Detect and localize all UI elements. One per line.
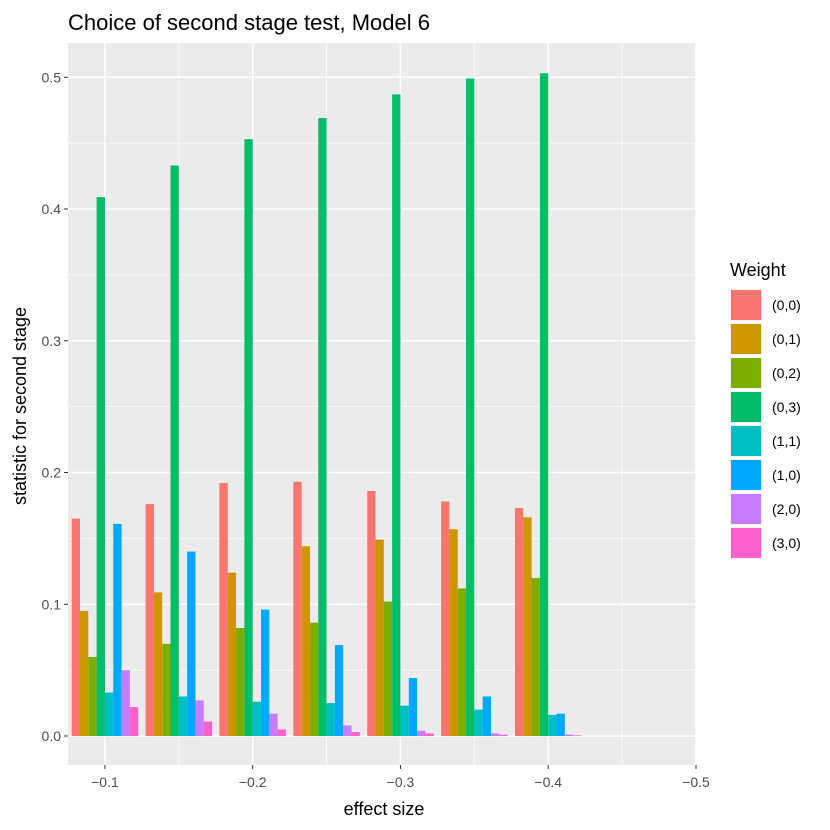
legend-swatch — [731, 426, 761, 456]
bar — [80, 610, 89, 737]
bar — [441, 501, 450, 737]
legend-swatch — [731, 324, 761, 354]
legend-swatch — [731, 392, 761, 422]
legend-swatch — [731, 460, 761, 490]
bar — [318, 118, 327, 737]
bar — [277, 729, 286, 737]
bar — [252, 701, 262, 737]
bar — [153, 592, 163, 737]
bar — [514, 508, 524, 737]
bar — [261, 609, 270, 737]
y-tick-label: 0.1 — [42, 596, 62, 612]
x-tick-label: −0.5 — [682, 774, 710, 790]
legend-label: (1,1) — [772, 433, 801, 449]
legend-label: (0,2) — [772, 365, 801, 381]
bar — [88, 656, 97, 737]
bar — [178, 696, 188, 737]
bar — [244, 139, 253, 737]
y-tick-label: 0.3 — [42, 333, 62, 349]
bar — [490, 733, 500, 737]
legend: Weight (0,0) (0,1) (0,2) (0,3) (1,1) (1,0) (2,… — [730, 260, 801, 559]
bar — [564, 734, 574, 737]
bar — [531, 577, 540, 737]
legend-swatch — [731, 528, 761, 558]
bar — [539, 73, 549, 737]
legend-label: (3,0) — [772, 535, 801, 551]
legend-swatch — [731, 358, 761, 388]
bar — [474, 709, 483, 737]
bar — [309, 622, 319, 737]
bar — [392, 94, 401, 737]
bar — [301, 546, 310, 737]
bar — [482, 696, 491, 737]
legend-label: (0,1) — [772, 331, 801, 347]
bar — [457, 588, 467, 737]
bar — [219, 483, 228, 737]
legend-swatch — [731, 494, 761, 524]
bar — [326, 703, 335, 737]
y-axis-title: statistic for second stage — [10, 307, 30, 505]
x-axis-title: effect size — [344, 799, 425, 819]
bar — [334, 645, 344, 737]
bar — [170, 165, 179, 737]
bar — [236, 627, 245, 737]
y-axis: 0.0 0.1 0.2 0.3 0.4 0.5 — [42, 69, 68, 744]
bar — [269, 713, 278, 737]
legend-label: (0,0) — [772, 297, 801, 313]
x-axis: −0.1 −0.2 −0.3 −0.4 −0.5 — [91, 765, 710, 790]
y-tick-label: 0.0 — [42, 728, 62, 744]
legend-swatch — [731, 290, 761, 320]
bar — [227, 572, 237, 737]
y-tick-label: 0.2 — [42, 465, 62, 481]
bar — [351, 732, 360, 737]
bar — [417, 730, 426, 737]
bar — [96, 197, 105, 737]
bar — [408, 678, 418, 737]
bar — [400, 705, 409, 737]
legend-label: (0,3) — [772, 399, 801, 415]
bar — [548, 714, 557, 737]
bar — [449, 529, 458, 737]
bar — [367, 490, 376, 737]
bar — [195, 700, 204, 737]
bar — [104, 692, 114, 737]
bar — [425, 733, 434, 737]
x-tick-label: −0.4 — [534, 774, 562, 790]
bars-group — [71, 73, 582, 737]
bar — [466, 78, 475, 737]
bar — [573, 735, 582, 737]
bar — [556, 713, 565, 737]
bar — [293, 481, 302, 737]
bar — [203, 721, 213, 737]
bar — [121, 670, 130, 737]
legend-label: (1,0) — [772, 467, 801, 483]
bar — [383, 601, 393, 737]
legend-title: Weight — [730, 260, 786, 280]
bar — [499, 734, 508, 737]
x-tick-label: −0.1 — [91, 774, 119, 790]
bar — [523, 517, 532, 737]
y-tick-label: 0.4 — [42, 201, 62, 217]
x-tick-label: −0.2 — [239, 774, 267, 790]
bar — [145, 504, 154, 737]
x-tick-label: −0.3 — [387, 774, 415, 790]
bar — [129, 707, 139, 737]
bar — [113, 523, 122, 737]
chart-title: Choice of second stage test, Model 6 — [68, 10, 430, 35]
bar — [187, 551, 196, 737]
bar — [71, 518, 81, 737]
bar — [375, 539, 384, 737]
bar — [162, 643, 171, 737]
y-tick-label: 0.5 — [42, 69, 62, 85]
legend-label: (2,0) — [772, 501, 801, 517]
bar — [343, 725, 352, 737]
